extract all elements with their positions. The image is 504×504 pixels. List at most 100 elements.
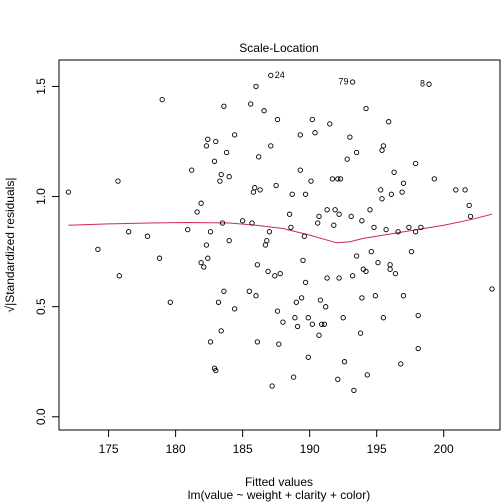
y-axis-label: √|Standardized residuals| bbox=[3, 178, 17, 313]
data-point bbox=[412, 160, 419, 167]
data-point bbox=[203, 143, 210, 149]
data-point bbox=[324, 275, 330, 281]
data-point bbox=[309, 321, 315, 327]
data-point bbox=[316, 213, 322, 220]
data-point bbox=[268, 72, 274, 79]
data-point bbox=[217, 178, 223, 184]
data-point bbox=[288, 224, 294, 231]
data-point bbox=[268, 143, 274, 149]
data-point bbox=[221, 288, 227, 294]
data-point bbox=[309, 116, 315, 123]
data-point bbox=[115, 178, 121, 184]
y-tick-label: 1.5 bbox=[34, 78, 48, 95]
data-point bbox=[256, 154, 262, 160]
smooth-line bbox=[68, 213, 493, 244]
data-point bbox=[211, 158, 218, 164]
data-point bbox=[319, 321, 325, 327]
x-tick-label: 185 bbox=[233, 442, 253, 456]
data-point bbox=[347, 134, 353, 140]
data-point bbox=[379, 196, 385, 202]
data-point bbox=[312, 130, 318, 136]
data-point bbox=[265, 268, 271, 275]
x-tick-label: 180 bbox=[166, 442, 186, 456]
y-tick-label: 1.0 bbox=[34, 188, 48, 205]
data-point bbox=[290, 374, 297, 380]
data-point bbox=[315, 220, 321, 226]
point-labels: 24 79 8 bbox=[275, 70, 425, 89]
data-point bbox=[387, 262, 393, 268]
data-point bbox=[294, 323, 301, 330]
data-point bbox=[331, 222, 337, 228]
data-point bbox=[489, 286, 495, 292]
data-point bbox=[353, 149, 360, 156]
data-point bbox=[253, 83, 259, 90]
x-tick-label: 195 bbox=[367, 442, 387, 456]
data-point bbox=[335, 176, 341, 182]
data-point bbox=[418, 224, 424, 231]
data-point bbox=[250, 189, 257, 195]
data-point bbox=[226, 237, 232, 244]
data-point bbox=[308, 178, 314, 184]
data-point bbox=[203, 242, 210, 248]
data-point bbox=[387, 266, 393, 272]
chart-title: Scale-Location bbox=[239, 41, 318, 55]
data-point bbox=[353, 253, 360, 259]
x-tick-label: 190 bbox=[300, 442, 320, 456]
data-point bbox=[213, 138, 219, 145]
data-point bbox=[466, 202, 472, 209]
data-point bbox=[359, 295, 365, 301]
data-point bbox=[336, 275, 342, 281]
data-point bbox=[254, 339, 261, 345]
data-point bbox=[252, 185, 258, 191]
data-point bbox=[266, 229, 273, 235]
data-point bbox=[298, 295, 305, 301]
data-point bbox=[363, 268, 369, 275]
data-point bbox=[329, 176, 336, 182]
data-point bbox=[395, 229, 401, 235]
data-point bbox=[253, 293, 259, 299]
data-point bbox=[332, 207, 338, 213]
data-point bbox=[344, 156, 350, 162]
data-point bbox=[239, 218, 246, 224]
data-point bbox=[257, 187, 263, 193]
data-point bbox=[272, 273, 278, 279]
x-tick-label: 200 bbox=[434, 442, 454, 456]
data-point bbox=[467, 213, 474, 220]
data-point bbox=[392, 270, 399, 277]
data-point bbox=[159, 96, 165, 103]
data-point bbox=[207, 339, 214, 345]
data-point bbox=[316, 332, 322, 338]
data-point bbox=[351, 387, 357, 394]
data-point bbox=[363, 105, 369, 112]
data-point bbox=[335, 376, 341, 382]
data-point bbox=[231, 306, 238, 312]
data-point bbox=[380, 315, 387, 321]
data-point bbox=[399, 189, 405, 195]
data-point bbox=[249, 220, 255, 226]
y-tick-label: 0.5 bbox=[34, 298, 48, 315]
data-point bbox=[205, 255, 211, 261]
data-point bbox=[144, 233, 151, 239]
data-point bbox=[453, 187, 459, 193]
data-point bbox=[380, 143, 387, 149]
data-point bbox=[415, 345, 421, 352]
data-point bbox=[116, 273, 122, 279]
data-point bbox=[340, 315, 346, 321]
data-points bbox=[65, 72, 495, 394]
data-point bbox=[357, 330, 364, 336]
data-point bbox=[194, 209, 200, 215]
data-point bbox=[321, 321, 328, 327]
data-point bbox=[189, 167, 195, 173]
x-axis-label: Fitted values bbox=[245, 475, 313, 489]
data-point bbox=[293, 299, 299, 305]
data-point bbox=[348, 213, 354, 220]
data-point bbox=[388, 191, 395, 197]
data-point bbox=[262, 242, 269, 248]
data-point bbox=[215, 299, 222, 305]
data-point bbox=[273, 182, 279, 189]
data-point bbox=[246, 288, 252, 294]
data-point bbox=[207, 229, 214, 235]
data-point bbox=[305, 315, 311, 321]
data-point bbox=[406, 224, 412, 231]
